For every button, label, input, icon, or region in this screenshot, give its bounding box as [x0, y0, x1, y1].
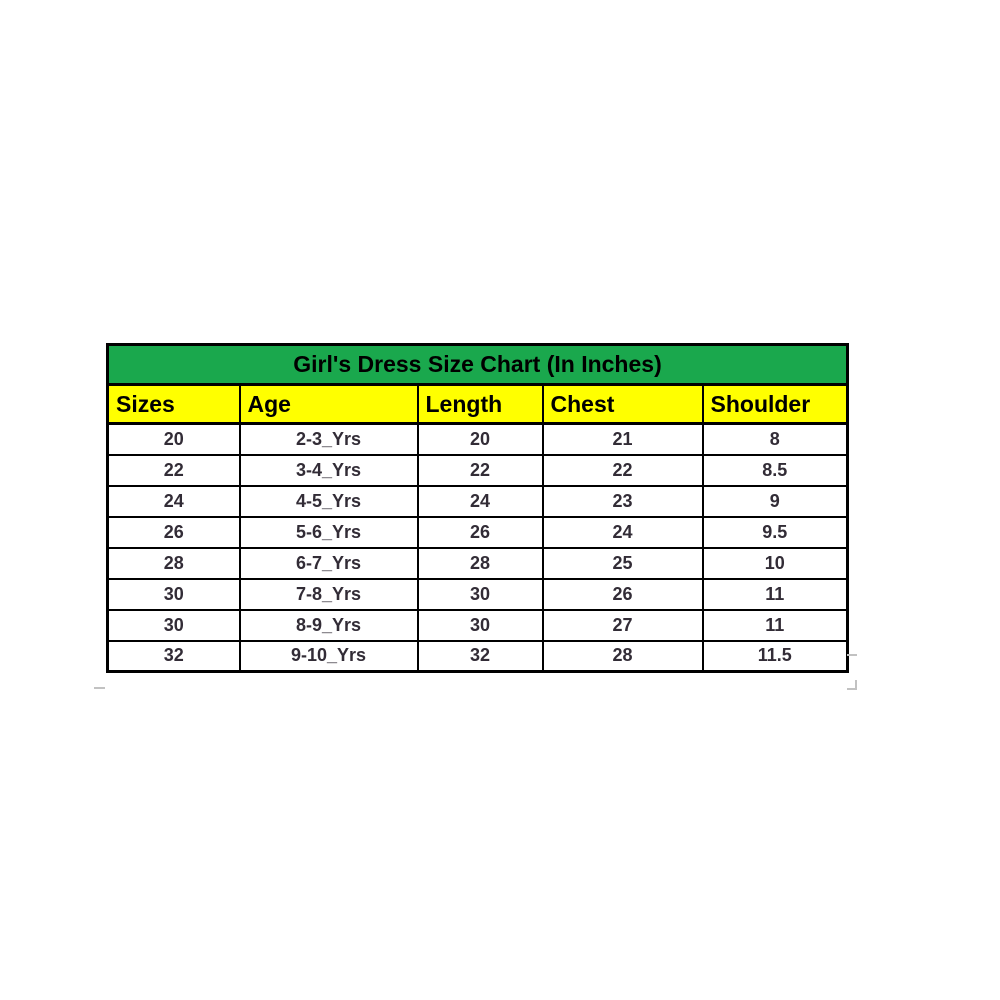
table-row: 28 6-7_Yrs 28 25 10	[106, 546, 849, 580]
table-row: 24 4-5_Yrs 24 23 9	[106, 484, 849, 518]
table-cell-length: 26	[416, 515, 544, 549]
column-header-sizes: Sizes	[106, 383, 241, 425]
table-cell-sizes: 22	[106, 453, 241, 487]
table-cell-age: 9-10_Yrs	[238, 639, 419, 673]
table-cell-length: 20	[416, 422, 544, 456]
table-cell-age: 2-3_Yrs	[238, 422, 419, 456]
header-row: Sizes Age Length Chest Shoulder	[106, 383, 849, 425]
table-cell-sizes: 26	[106, 515, 241, 549]
table-cell-age: 3-4_Yrs	[238, 453, 419, 487]
table-cell-length: 30	[416, 577, 544, 611]
table-cell-length: 32	[416, 639, 544, 673]
table-cell-chest: 22	[541, 453, 704, 487]
gridline-artifact-right-bottom	[847, 688, 857, 690]
table-cell-sizes: 30	[106, 577, 241, 611]
table-cell-length: 28	[416, 546, 544, 580]
table-row: 32 9-10_Yrs 32 28 11.5	[106, 639, 849, 673]
table-cell-shoulder: 11	[701, 608, 849, 642]
table-row: 30 7-8_Yrs 30 26 11	[106, 577, 849, 611]
table-row: 22 3-4_Yrs 22 22 8.5	[106, 453, 849, 487]
column-header-age: Age	[238, 383, 419, 425]
gridline-artifact-right-mid	[847, 654, 857, 656]
table-cell-chest: 24	[541, 515, 704, 549]
table-row: 20 2-3_Yrs 20 21 8	[106, 422, 849, 456]
table-cell-length: 30	[416, 608, 544, 642]
table-cell-sizes: 28	[106, 546, 241, 580]
table-cell-chest: 26	[541, 577, 704, 611]
table-title: Girl's Dress Size Chart (In Inches)	[106, 343, 849, 386]
table-cell-shoulder: 8	[701, 422, 849, 456]
gridline-artifact-right-corner-v	[855, 680, 857, 690]
table-cell-sizes: 30	[106, 608, 241, 642]
table-cell-sizes: 24	[106, 484, 241, 518]
table-cell-shoulder: 8.5	[701, 453, 849, 487]
table-cell-shoulder: 9.5	[701, 515, 849, 549]
table-row: 26 5-6_Yrs 26 24 9.5	[106, 515, 849, 549]
table-cell-chest: 23	[541, 484, 704, 518]
size-chart-table: Girl's Dress Size Chart (In Inches) Size…	[106, 343, 849, 673]
table-cell-age: 7-8_Yrs	[238, 577, 419, 611]
table-cell-chest: 21	[541, 422, 704, 456]
table-cell-age: 4-5_Yrs	[238, 484, 419, 518]
column-header-length: Length	[416, 383, 544, 425]
table-cell-age: 6-7_Yrs	[238, 546, 419, 580]
table-cell-length: 24	[416, 484, 544, 518]
table-cell-sizes: 20	[106, 422, 241, 456]
table-cell-chest: 25	[541, 546, 704, 580]
table-cell-length: 22	[416, 453, 544, 487]
table-cell-chest: 27	[541, 608, 704, 642]
column-header-chest: Chest	[541, 383, 704, 425]
table-cell-shoulder: 9	[701, 484, 849, 518]
table-row: 30 8-9_Yrs 30 27 11	[106, 608, 849, 642]
title-row: Girl's Dress Size Chart (In Inches)	[106, 343, 849, 386]
table-cell-chest: 28	[541, 639, 704, 673]
table-cell-shoulder: 10	[701, 546, 849, 580]
table-cell-age: 8-9_Yrs	[238, 608, 419, 642]
table-cell-shoulder: 11.5	[701, 639, 849, 673]
table-cell-sizes: 32	[106, 639, 241, 673]
column-header-shoulder: Shoulder	[701, 383, 849, 425]
gridline-artifact-left-bottom	[94, 687, 105, 689]
table-cell-age: 5-6_Yrs	[238, 515, 419, 549]
table-cell-shoulder: 11	[701, 577, 849, 611]
